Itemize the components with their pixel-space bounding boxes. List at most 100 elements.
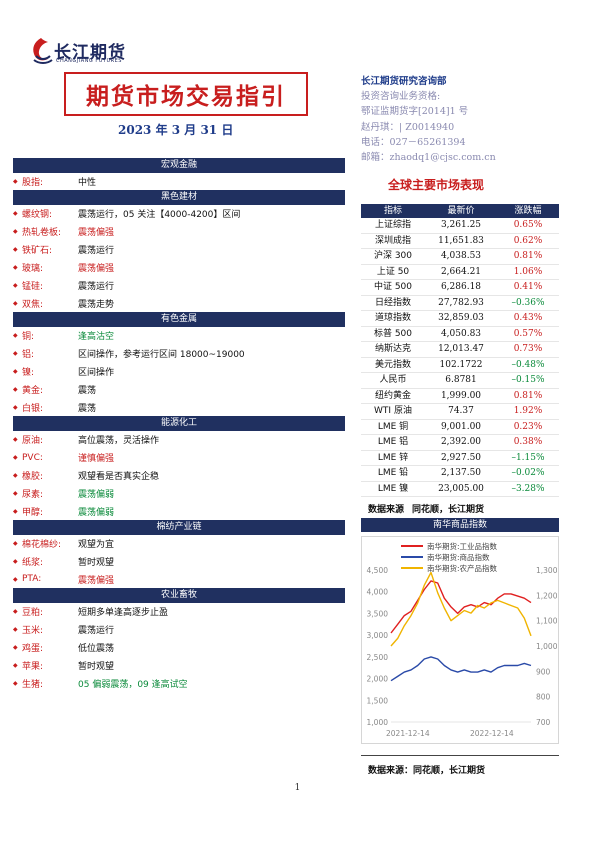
- table-cell: 沪深 300: [373, 251, 413, 261]
- commodity-views-table: 宏观金融 ◆ 股指: 中性 黑色建材 ◆ 螺纹钢: 震荡运行，05 关注【4000-4200】…: [13, 158, 345, 692]
- commodity-name: 甲醇:: [22, 507, 44, 518]
- diamond-bullet-icon: ◆: [13, 626, 18, 634]
- right-axis-tick-label: 800: [536, 693, 551, 702]
- commodity-view: 区间操作，参考运行区间 18000~19000: [78, 350, 245, 361]
- table-cell: 中证 500: [373, 282, 413, 292]
- commodity-name: PTA:: [22, 574, 42, 585]
- page-number: 1: [294, 783, 301, 793]
- list-item: ◆ 玻璃: 震荡偏强: [13, 259, 345, 277]
- global-markets-title: 全球主要市场表现: [388, 178, 485, 192]
- commodity-name: 双焦:: [22, 299, 44, 310]
- table-cell: –1.15%: [511, 452, 545, 463]
- divider: [361, 755, 559, 756]
- table-cell: LME 铅: [377, 468, 409, 478]
- table-cell: 0.65%: [513, 220, 543, 230]
- report-title-box: 期货市场交易指引: [64, 72, 308, 116]
- table-cell: 上证综指: [374, 220, 411, 230]
- table-row: 上证 50 2,664.21 1.06%: [361, 265, 559, 280]
- contact-line: 邮箱：zhaodq1@cjsc.com.cn: [361, 152, 496, 164]
- diamond-bullet-icon: ◆: [13, 403, 18, 411]
- table-cell: 日经指数: [374, 297, 411, 308]
- table-cell: 6,286.18: [440, 282, 482, 292]
- list-item: ◆ 橡胶: 观望看是否真实企稳: [13, 466, 345, 484]
- diamond-bullet-icon: ◆: [13, 367, 18, 375]
- list-item: ◆ 白银: 震荡: [13, 398, 345, 416]
- legend-label: 南华期货:农产品指数: [427, 563, 498, 573]
- chart-source: 数据来源：同花顺，长江期货: [368, 766, 486, 776]
- table-cell: WTI 原油: [374, 406, 412, 416]
- table-row: LME 铜 9,001.00 0.23%: [361, 420, 559, 435]
- table-cell: 2,664.21: [440, 266, 482, 277]
- section-header: 农业畜牧: [13, 588, 345, 603]
- table-cell: 4,050.83: [440, 328, 482, 339]
- table-cell: 6.8781: [445, 375, 477, 385]
- diamond-bullet-icon: ◆: [13, 281, 18, 289]
- list-item: ◆ 尿素: 震荡偏弱: [13, 484, 345, 502]
- table-cell: 0.57%: [513, 328, 543, 339]
- diamond-bullet-icon: ◆: [13, 644, 18, 652]
- commodity-name: 玉米:: [22, 626, 44, 637]
- commodity-name: 苹果:: [22, 661, 44, 672]
- right-axis-tick-label: 1,100: [536, 617, 558, 626]
- commodity-name: 生猪:: [22, 679, 44, 690]
- table-cell: –0.36%: [511, 297, 545, 308]
- commodity-view: 震荡: [78, 403, 97, 414]
- table-cell: 32,859.03: [438, 313, 484, 323]
- table-cell: 2,927.50: [440, 452, 482, 463]
- list-item: ◆ PVC: 谨慎偏强: [13, 449, 345, 467]
- column-header: 指标: [383, 206, 402, 216]
- column-header: 涨跌幅: [514, 206, 542, 216]
- table-cell: 11,651.83: [438, 235, 484, 246]
- table-row: 道琼指数 32,859.03 0.43%: [361, 311, 559, 327]
- section-header: 有色金属: [13, 312, 345, 327]
- commodity-view: 高位震荡，灵活操作: [78, 436, 160, 447]
- commodity-name: 股指:: [22, 177, 44, 188]
- commodity-view: 震荡运行，05 关注【4000-4200】区间: [78, 210, 241, 221]
- table-row: 美元指数 102.1722 –0.48%: [361, 358, 559, 373]
- list-item: ◆ PTA: 震荡偏强: [13, 570, 345, 588]
- list-item: ◆ 鸡蛋: 低位震荡: [13, 639, 345, 657]
- commodity-name: 热轧卷板:: [22, 228, 62, 239]
- table-cell: 人民币: [379, 375, 407, 385]
- table-cell: 0.62%: [513, 235, 543, 246]
- table-cell: 纳斯达克: [374, 344, 411, 354]
- column-header: 最新价: [447, 206, 475, 216]
- diamond-bullet-icon: ◆: [13, 177, 18, 185]
- diamond-bullet-icon: ◆: [13, 385, 18, 393]
- commodity-name: PVC:: [22, 452, 43, 463]
- table-row: LME 镍 23,005.00 –3.28%: [361, 482, 559, 497]
- right-axis-tick-label: 1,300: [536, 566, 558, 575]
- commodity-name: 橡胶:: [22, 471, 44, 482]
- section-header: 黑色建材: [13, 190, 345, 205]
- contact-line: 鄂证监期货字[2014]1 号: [361, 106, 469, 118]
- legend-label: 南华期货:商品指数: [427, 552, 490, 562]
- commodity-view: 暂时观望: [78, 557, 115, 568]
- nanhua-index-header: 南华商品指数: [361, 518, 559, 532]
- table-cell: 深圳成指: [374, 235, 411, 246]
- diamond-bullet-icon: ◆: [13, 210, 18, 218]
- table-row: 标普 500 4,050.83 0.57%: [361, 327, 559, 342]
- table-row: 上证综指 3,261.25 0.65%: [361, 218, 559, 234]
- diamond-bullet-icon: ◆: [13, 299, 18, 307]
- table-row: 中证 500 6,286.18 0.41%: [361, 280, 559, 296]
- right-axis-tick-label: 700: [536, 718, 551, 727]
- section-header: 能源化工: [13, 416, 345, 431]
- diamond-bullet-icon: ◆: [13, 608, 18, 616]
- diamond-bullet-icon: ◆: [13, 507, 18, 515]
- report-date: 2023 年 3 月 31 日: [118, 123, 234, 137]
- left-axis-tick-label: 2,500: [367, 653, 389, 662]
- commodity-name: 豆粕:: [22, 608, 44, 619]
- list-item: ◆ 玉米: 震荡运行: [13, 621, 345, 639]
- changjiang-logo-icon: [33, 38, 53, 64]
- commodity-view: 震荡偏强: [78, 264, 115, 274]
- list-item: ◆ 双焦: 震荡走势: [13, 294, 345, 312]
- list-item: ◆ 生猪: 05 偏弱震荡，09 逢高试空: [13, 674, 345, 692]
- table-cell: 4,038.53: [440, 251, 482, 261]
- table-row: LME 铝 2,392.00 0.38%: [361, 435, 559, 451]
- commodity-view: 观望为宜: [78, 540, 115, 551]
- department-name: 长江期货研究咨询部: [361, 76, 447, 87]
- table-cell: LME 镍: [377, 483, 409, 494]
- commodity-view: 短期多单逢高逐步止盈: [78, 608, 169, 619]
- commodity-view: 震荡: [78, 385, 97, 396]
- list-item: ◆ 热轧卷板: 震荡偏强: [13, 223, 345, 241]
